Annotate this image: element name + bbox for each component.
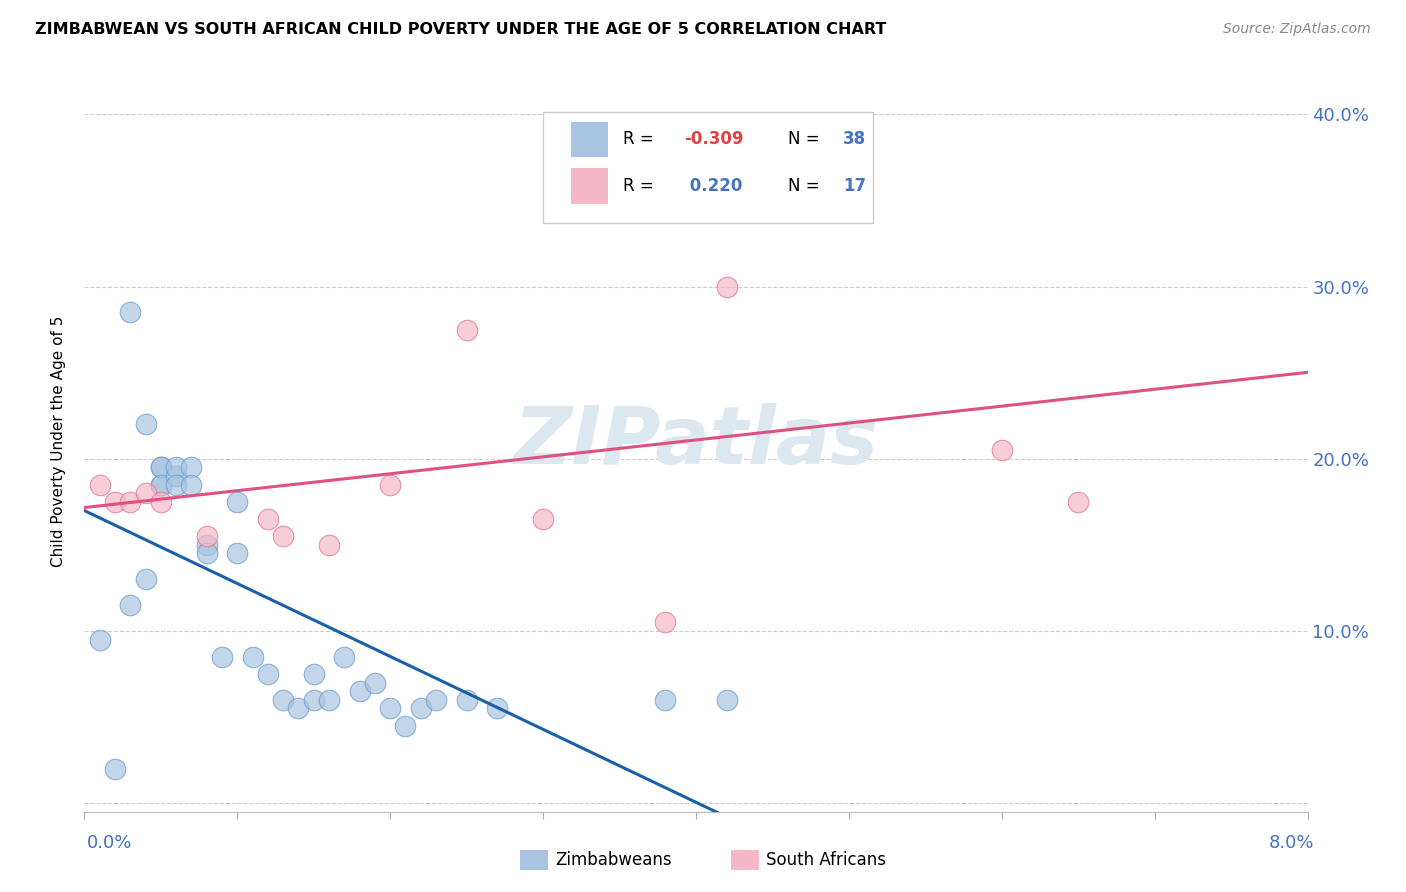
Text: ZIPatlas: ZIPatlas	[513, 402, 879, 481]
Point	[89, 632, 111, 647]
Point	[456, 323, 478, 337]
Point	[89, 477, 111, 491]
Text: R =: R =	[623, 178, 658, 195]
Point	[135, 486, 157, 500]
Text: ZIMBABWEAN VS SOUTH AFRICAN CHILD POVERTY UNDER THE AGE OF 5 CORRELATION CHART: ZIMBABWEAN VS SOUTH AFRICAN CHILD POVERT…	[35, 22, 887, 37]
Point	[149, 477, 172, 491]
Point	[380, 477, 402, 491]
Point	[1067, 495, 1090, 509]
Point	[257, 512, 280, 526]
Point	[120, 598, 142, 612]
Y-axis label: Child Poverty Under the Age of 5: Child Poverty Under the Age of 5	[51, 316, 66, 567]
Point	[486, 701, 509, 715]
Text: 0.0%: 0.0%	[87, 834, 132, 852]
Point	[211, 649, 233, 664]
FancyBboxPatch shape	[571, 169, 607, 204]
Text: 8.0%: 8.0%	[1270, 834, 1315, 852]
Point	[180, 460, 202, 475]
Point	[991, 443, 1014, 458]
Point	[120, 305, 142, 319]
Point	[318, 538, 340, 552]
Point	[716, 279, 738, 293]
Point	[165, 460, 187, 475]
Point	[302, 667, 325, 681]
Point	[149, 460, 172, 475]
Point	[149, 495, 172, 509]
Point	[149, 460, 172, 475]
Point	[456, 693, 478, 707]
Point	[135, 572, 157, 586]
Point	[165, 469, 187, 483]
Text: R =: R =	[623, 130, 658, 148]
Point	[716, 693, 738, 707]
Point	[242, 649, 264, 664]
Text: Zimbabweans: Zimbabweans	[555, 851, 672, 869]
Text: 38: 38	[842, 130, 866, 148]
Point	[149, 477, 172, 491]
Point	[226, 546, 249, 560]
Point	[165, 477, 187, 491]
Text: N =: N =	[787, 130, 824, 148]
Point	[257, 667, 280, 681]
Point	[380, 701, 402, 715]
Point	[135, 417, 157, 432]
Point	[654, 615, 676, 630]
Point	[531, 512, 554, 526]
Point	[425, 693, 447, 707]
Text: N =: N =	[787, 178, 824, 195]
Text: 17: 17	[842, 178, 866, 195]
Point	[654, 693, 676, 707]
Point	[195, 529, 218, 543]
Point	[271, 693, 294, 707]
Text: Source: ZipAtlas.com: Source: ZipAtlas.com	[1223, 22, 1371, 37]
Point	[271, 529, 294, 543]
Point	[409, 701, 432, 715]
Point	[685, 159, 707, 173]
Point	[120, 495, 142, 509]
Point	[333, 649, 356, 664]
Point	[104, 762, 127, 776]
Point	[349, 684, 371, 698]
Point	[394, 718, 416, 732]
Point	[104, 495, 127, 509]
FancyBboxPatch shape	[543, 112, 873, 223]
Point	[180, 477, 202, 491]
Text: South Africans: South Africans	[766, 851, 886, 869]
Text: -0.309: -0.309	[683, 130, 744, 148]
FancyBboxPatch shape	[571, 121, 607, 157]
Point	[226, 495, 249, 509]
Point	[302, 693, 325, 707]
Point	[287, 701, 309, 715]
Text: 0.220: 0.220	[683, 178, 742, 195]
Point	[195, 538, 218, 552]
Point	[195, 546, 218, 560]
Point	[364, 675, 387, 690]
Point	[318, 693, 340, 707]
